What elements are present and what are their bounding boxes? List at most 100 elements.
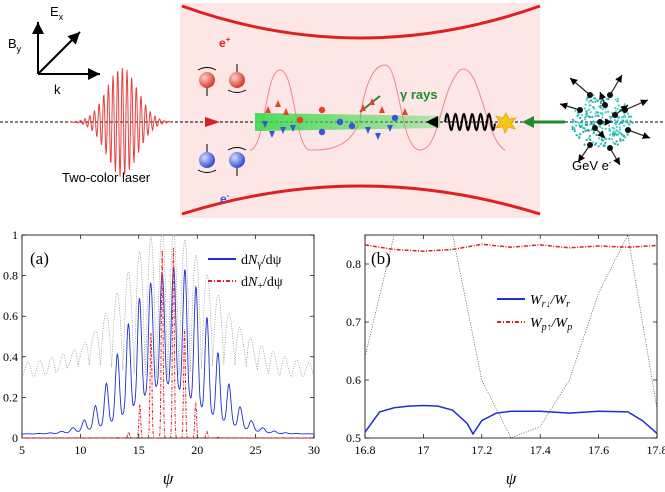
beam-particle — [583, 118, 587, 121]
beam-particle — [607, 110, 610, 113]
panel-a-xtick-label: 25 — [250, 443, 262, 457]
beam-particle — [600, 136, 604, 139]
beam-particle — [623, 114, 626, 117]
panel-a-ticks: 5 10 15 20 25 30 0 0.2 0.4 0.6 0.8 1 — [3, 228, 320, 457]
beam-particle — [585, 138, 588, 142]
beam-particle — [583, 127, 586, 130]
beam-particle — [599, 100, 603, 103]
beam-particle — [616, 143, 620, 146]
panel-b-wr-series — [364, 404, 658, 436]
beam-particle — [586, 109, 589, 112]
beam-particle — [617, 104, 621, 107]
beam-particle — [598, 105, 601, 108]
pair-particle — [283, 108, 289, 115]
beam-particle — [631, 121, 634, 124]
panel-b-wp-series — [364, 243, 658, 252]
beam-particle — [597, 137, 601, 140]
field-envelope — [249, 64, 506, 151]
beam-particle — [611, 132, 614, 135]
beam-particle — [608, 129, 611, 132]
beam-particle — [625, 121, 628, 124]
pair-particle — [360, 104, 366, 111]
beam-particle — [612, 141, 615, 144]
panel-a-legend: dNγ/dψ dN+/dψ — [208, 253, 283, 292]
beam-particle — [571, 121, 574, 124]
beam-particle — [616, 119, 619, 122]
beam-particle — [580, 113, 584, 116]
field-region — [180, 3, 540, 218]
scattered-electron — [587, 142, 593, 148]
laser-pulse — [69, 67, 173, 177]
beam-particle — [620, 116, 624, 119]
beam-particle — [614, 110, 617, 113]
beam-particle — [587, 100, 591, 103]
beam-particle — [587, 137, 591, 140]
beam-particle — [614, 123, 618, 126]
beam-particle — [601, 127, 604, 130]
beam-particle — [576, 120, 579, 123]
beam-particle — [584, 122, 587, 125]
beam-particle — [616, 108, 619, 111]
scattered-electron — [607, 145, 613, 151]
panel-a-ytick-label: 0 — [12, 431, 18, 445]
panel-a-ytick-label: 0.8 — [3, 269, 18, 283]
panel-a-xtick-label: 30 — [308, 443, 320, 457]
scatter-arrow — [609, 147, 621, 166]
beam-particle — [584, 129, 587, 132]
beam-particle — [578, 124, 581, 127]
beam-particle — [615, 125, 618, 129]
scattered-electron — [587, 92, 593, 98]
panel-b-ytick-label: 0.7 — [346, 315, 361, 329]
beam-particle — [615, 140, 618, 143]
beam-particle — [610, 116, 613, 119]
beam-particle — [614, 98, 617, 101]
beam-particle — [594, 115, 597, 118]
panel-a-xtick-label: 20 — [191, 443, 203, 457]
beam-particle — [629, 120, 632, 123]
gev-electron-beam — [559, 74, 651, 166]
beam-particle — [613, 127, 616, 130]
scattered-electron — [602, 102, 608, 108]
beam-particle — [606, 118, 609, 121]
collision-star — [495, 112, 518, 135]
beam-particle — [596, 111, 600, 114]
beam-particle — [617, 97, 620, 100]
panel-b-xtick-label: 17.8 — [647, 443, 665, 457]
panel-b-frame — [364, 234, 658, 439]
pair-particle — [365, 127, 371, 134]
beam-particle — [597, 114, 600, 117]
beam-particle — [603, 123, 606, 126]
beam-particle — [607, 97, 610, 101]
photon-arrow — [426, 116, 438, 128]
beam-particle — [608, 133, 612, 136]
beam-particle — [591, 115, 594, 118]
beam-particle — [589, 123, 592, 126]
beam-particle — [594, 142, 598, 145]
beam-particle — [607, 124, 611, 127]
beam-particle — [588, 108, 591, 111]
beam-particle — [571, 118, 574, 121]
beam-particle — [611, 138, 614, 141]
beam-particle — [589, 138, 592, 141]
panel-a-label: (a) — [30, 249, 49, 268]
beam-particle — [601, 116, 604, 119]
beam-particle — [613, 119, 616, 122]
beam-particle — [582, 130, 585, 134]
panel-b-ticks: 16.8 17 17.2 17.4 17.6 17.8 0.5 0.6 0.7 0.8 — [346, 235, 665, 457]
scatter-arrow — [577, 144, 591, 163]
beam-particle — [598, 125, 601, 128]
beam-particle — [577, 122, 581, 125]
beam-particle — [594, 100, 597, 103]
scattered-electron — [592, 125, 598, 131]
pair-particle — [269, 131, 275, 138]
beam-particle — [619, 131, 622, 134]
beam-particle — [595, 133, 598, 136]
beam-particle — [573, 120, 576, 123]
beam-particle — [623, 103, 626, 106]
pair-particle — [387, 125, 393, 132]
panel-a-xtick-label: 15 — [133, 443, 145, 457]
beam-particle — [601, 112, 604, 115]
pair-particle — [369, 98, 375, 105]
beam-particle — [611, 134, 615, 137]
